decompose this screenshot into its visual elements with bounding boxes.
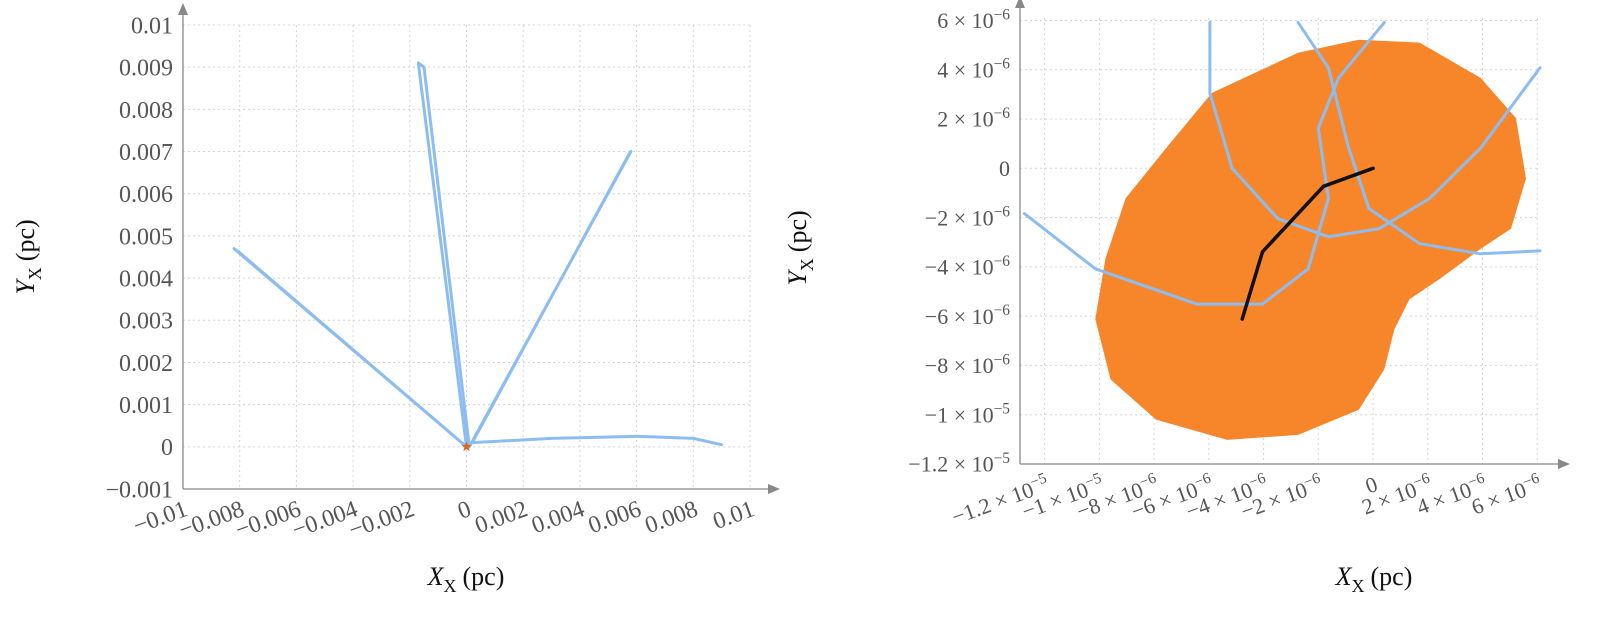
y-tick-label-text: 4 × 10 [937, 57, 993, 82]
y-tick-label: −0.001 [105, 477, 173, 503]
axis-label: YX (pc) [11, 219, 45, 294]
y-tick-label-text: −1.2 × 10 [908, 452, 993, 477]
y-tick-label-text: 2 × 10 [937, 107, 993, 132]
axis-label-unit: (pc) [783, 210, 812, 252]
y-tick-label: 6 × 10−6 [937, 6, 1010, 33]
y-tick-label-text: 6 × 10 [937, 8, 993, 33]
y-tick-label: 0.008 [119, 98, 173, 124]
y-tick-label-exponent: −6 [994, 203, 1011, 220]
y-tick-label: 4 × 10−6 [937, 56, 1010, 83]
point [461, 441, 472, 452]
x-tick-label-exponent: −6 [1411, 469, 1432, 491]
x-tick-label-exponent: −6 [1247, 469, 1268, 491]
y-tick-label: 2 × 10−6 [937, 105, 1010, 132]
x-tick-label-exponent: −5 [1083, 469, 1104, 491]
x-tick-label-exponent: −6 [1520, 469, 1541, 491]
axis-label: XX (pc) [1335, 562, 1413, 596]
y-tick-label: −1 × 10−5 [925, 401, 1011, 428]
line [232, 61, 724, 449]
y-axis-arrow [1015, 0, 1025, 8]
y-axis-arrow [178, 3, 188, 15]
y-tick-label: 0.005 [119, 224, 173, 250]
y-tick-label: 0.004 [119, 266, 173, 292]
y-tick-label-text: −6 × 10 [925, 304, 994, 329]
y-tick-label: −8 × 10−6 [925, 351, 1011, 378]
y-tick-label-exponent: −5 [994, 401, 1011, 418]
axis-label-subscript: X [25, 267, 45, 280]
y-tick-label-exponent: −6 [994, 302, 1011, 319]
axis-label-unit: (pc) [463, 562, 505, 591]
axis-label-unit: (pc) [11, 219, 40, 261]
axis-label-subscript: X [444, 576, 457, 596]
axis-label: XX (pc) [427, 562, 505, 596]
axis-label: YX (pc) [783, 210, 817, 285]
y-tick-label-exponent: −5 [994, 450, 1011, 467]
axis-label-symbol: Y [783, 269, 812, 286]
y-tick-label-text: −2 × 10 [925, 205, 994, 230]
y-tick-label: 0.007 [119, 140, 173, 166]
x-tick-label: 0.006 [585, 496, 645, 539]
x-tick-label: 0.008 [642, 496, 702, 539]
line [1208, 20, 1542, 239]
y-tick-label-exponent: −6 [994, 56, 1011, 73]
y-tick-label: −4 × 10−6 [925, 253, 1011, 280]
y-tick-label: 0 [999, 156, 1010, 181]
axis-label-subscript: X [797, 258, 817, 271]
y-tick-label: 0.001 [119, 393, 173, 419]
x-axis-arrow [768, 484, 780, 494]
axis-label-symbol: X [427, 562, 445, 591]
y-tick-label-exponent: −6 [994, 253, 1011, 270]
x-tick-label-exponent: −6 [1192, 469, 1213, 491]
y-tick-label-text: −8 × 10 [925, 353, 994, 378]
x-tick-label-exponent: −6 [1466, 469, 1487, 491]
y-tick-label: −6 × 10−6 [925, 302, 1011, 329]
y-tick-label-text: −4 × 10 [925, 255, 994, 280]
line [1296, 20, 1542, 256]
line [1240, 166, 1375, 321]
y-tick-label-exponent: −6 [994, 6, 1011, 23]
y-tick-label: −2 × 10−6 [925, 203, 1011, 230]
axis-label-subscript: X [1352, 576, 1365, 596]
axis-label-symbol: Y [11, 278, 40, 295]
x-tick-label-exponent: −6 [1137, 469, 1158, 491]
x-tick-label-exponent: −5 [1028, 469, 1049, 491]
x-tick-label: 0.002 [472, 496, 532, 539]
x-tick-label: 0.01 [710, 496, 758, 535]
x-tick-label-text: −0.002 [345, 496, 417, 544]
y-tick-label: 0.006 [119, 182, 173, 208]
y-tick-label-exponent: −6 [994, 351, 1011, 368]
y-tick-label: 0.003 [119, 309, 173, 335]
y-tick-label-text: −0.001 [105, 477, 173, 503]
axis-label-unit: (pc) [1371, 562, 1413, 591]
x-tick-label: 0 [454, 496, 474, 525]
axis-label-symbol: X [1335, 562, 1353, 591]
y-tick-label: 0.009 [119, 56, 173, 82]
y-tick-label: 0.002 [119, 351, 173, 377]
x-tick-label-exponent: −6 [1301, 469, 1322, 491]
line [1022, 20, 1386, 306]
y-tick-label: −1.2 × 10−5 [908, 450, 1010, 477]
y-tick-label: 0.01 [131, 13, 173, 39]
area [1095, 39, 1526, 440]
y-tick-label-exponent: −6 [994, 105, 1011, 122]
x-tick-label: −0.002 [345, 496, 417, 544]
y-tick-label: 0 [161, 435, 173, 461]
y-tick-label-text: −1 × 10 [925, 402, 994, 427]
x-axis-arrow [1558, 459, 1570, 469]
x-tick-label: 0.004 [528, 496, 588, 539]
